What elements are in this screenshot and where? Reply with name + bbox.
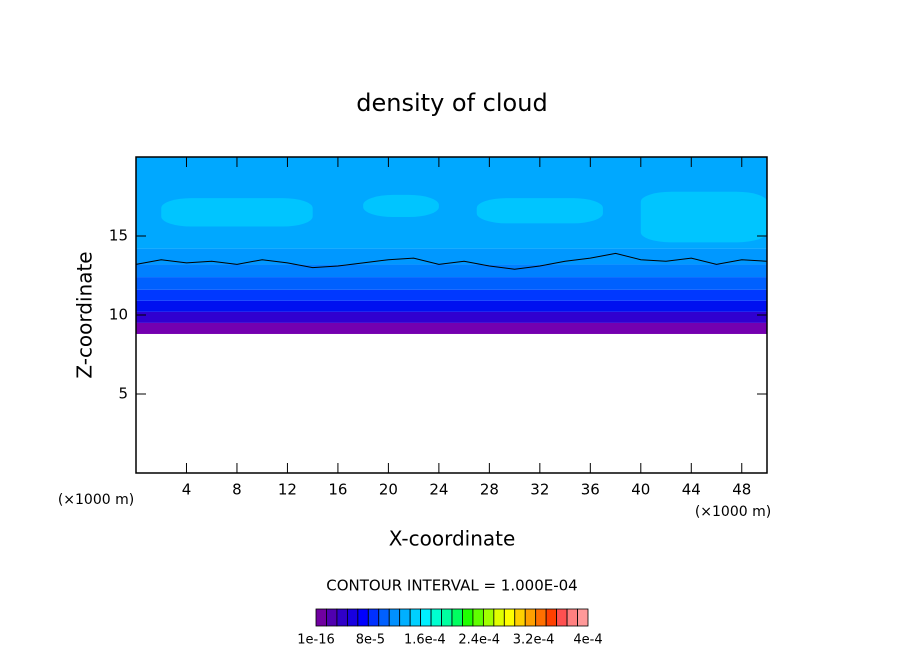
colorbar-swatch [326, 608, 338, 627]
colorbar-label: 4e-4 [573, 633, 602, 648]
x-tick-label: 36 [581, 481, 600, 499]
colorbar-swatch [441, 608, 453, 627]
colorbar-swatch [336, 608, 348, 627]
y-tick-label: 10 [109, 306, 128, 324]
colorbar-swatch [524, 608, 537, 627]
fill-band [136, 264, 767, 278]
colorbar-label: 1.6e-4 [404, 633, 446, 648]
x-tick-label: 12 [278, 481, 297, 499]
colorbar-swatch [514, 608, 526, 627]
colorbar-swatch [357, 608, 369, 627]
x-tick-label: 40 [631, 481, 650, 499]
colorbar-swatch [545, 608, 558, 627]
y-tick-label: 5 [118, 385, 128, 403]
colorbar-swatch [315, 608, 327, 627]
colorbar-swatch [451, 608, 463, 627]
fill-band [136, 248, 767, 265]
x-tick-label: 8 [232, 481, 242, 499]
fill-band [136, 300, 767, 312]
colorbar-swatch [482, 608, 495, 627]
y-axis-label: Z-coordinate [73, 251, 97, 378]
x-axis-label: X-coordinate [389, 527, 516, 551]
colorbar-swatch [399, 608, 411, 627]
colorbar-label: 3.2e-4 [513, 633, 555, 648]
x-unit: (×1000 m) [695, 504, 771, 520]
x-tick-label: 20 [379, 481, 398, 499]
x-tick-label: 32 [530, 481, 549, 499]
colorbar-swatch [420, 608, 432, 627]
chart-title: density of cloud [356, 89, 547, 117]
x-tick-label: 44 [682, 481, 701, 499]
fill-band [136, 289, 767, 301]
colorbar-swatch [462, 608, 474, 627]
fill-band [136, 322, 767, 334]
fill-patch [640, 191, 767, 243]
colorbar-swatch [378, 608, 390, 627]
fill-band [136, 277, 767, 290]
y-tick-label: 15 [109, 227, 128, 245]
fill-patch [363, 194, 439, 218]
contour-note: CONTOUR INTERVAL = 1.000E-04 [326, 577, 577, 595]
colorbar-label: 2.4e-4 [458, 633, 500, 648]
colorbar-swatch [367, 608, 380, 627]
contour-line [135, 252, 768, 270]
colorbar-swatch [472, 608, 484, 627]
colorbar-swatch [577, 608, 589, 627]
y-unit: (×1000 m) [58, 492, 134, 508]
colorbar-swatch [430, 608, 442, 627]
colorbar-label: 8e-5 [356, 633, 385, 648]
colorbar-swatch [493, 608, 505, 627]
colorbar-swatch [503, 608, 516, 627]
colorbar-swatch [388, 608, 401, 627]
fill-patch [161, 198, 313, 227]
fill-patch [476, 198, 603, 224]
x-tick-label: 4 [182, 481, 192, 499]
colorbar-swatch [346, 608, 359, 627]
colorbar-swatch [535, 608, 547, 627]
fill-band [136, 311, 767, 323]
x-tick-label: 28 [480, 481, 499, 499]
x-tick-label: 24 [429, 481, 448, 499]
colorbar-label: 1e-16 [297, 633, 335, 648]
x-tick-label: 48 [732, 481, 751, 499]
colorbar-swatch [556, 608, 568, 627]
x-tick-label: 16 [328, 481, 347, 499]
colorbar-swatch [566, 608, 578, 627]
colorbar-swatch [409, 608, 422, 627]
